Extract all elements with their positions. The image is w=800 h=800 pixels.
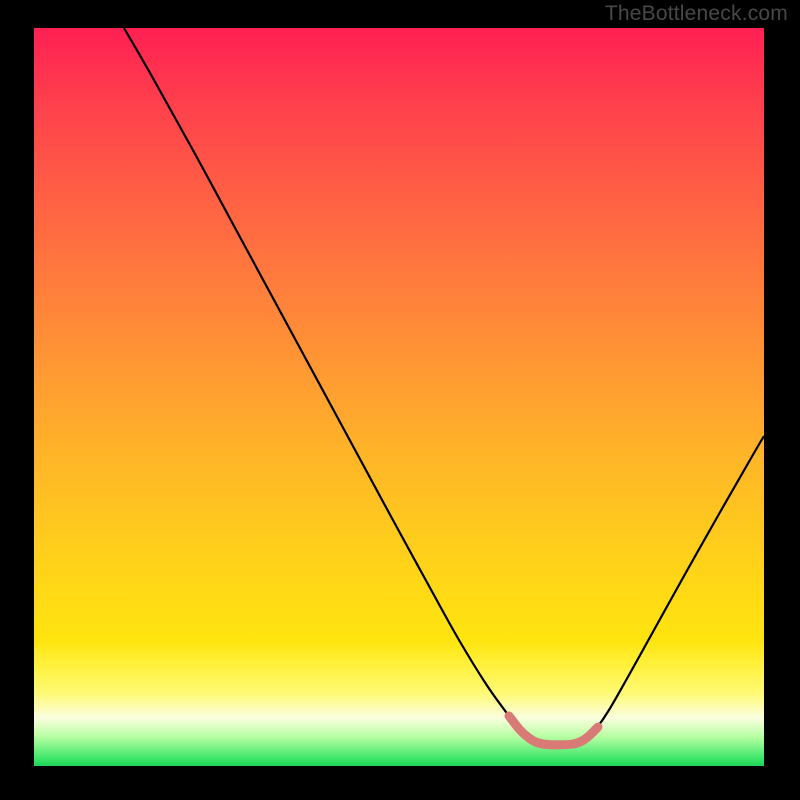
plot-area bbox=[34, 28, 764, 766]
valley-highlight bbox=[509, 716, 598, 745]
bottleneck-curve bbox=[124, 28, 764, 745]
chart-frame: TheBottleneck.com bbox=[0, 0, 800, 800]
attribution-text: TheBottleneck.com bbox=[605, 0, 788, 28]
curve-layer bbox=[34, 28, 764, 766]
